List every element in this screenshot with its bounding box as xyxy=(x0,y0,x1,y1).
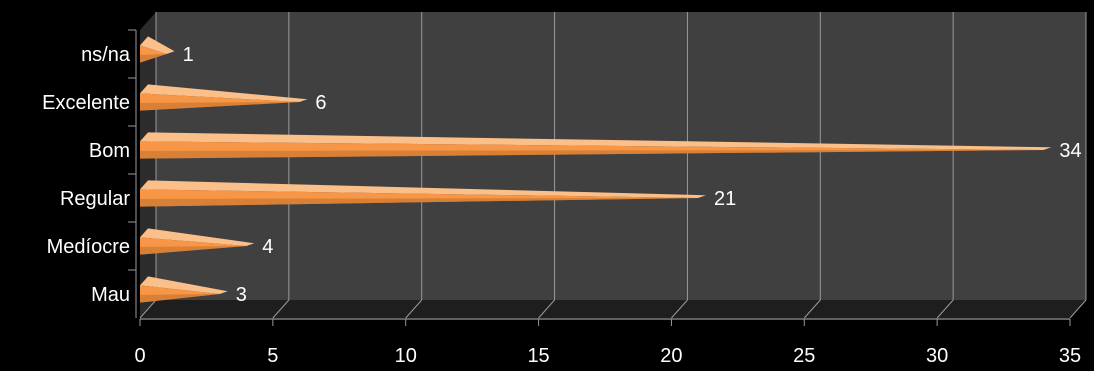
gridline-depth xyxy=(538,299,555,319)
category-label: Medíocre xyxy=(47,236,130,258)
bar-shadow xyxy=(140,102,300,111)
gridlines xyxy=(139,12,1087,319)
bar-top-face xyxy=(140,276,228,294)
data-label: 34 xyxy=(1059,140,1081,162)
bar xyxy=(140,276,228,303)
bar xyxy=(140,36,175,63)
category-label: Bom xyxy=(89,140,130,162)
gridline-depth xyxy=(405,299,423,319)
category-label: Excelente xyxy=(42,92,130,114)
bar xyxy=(140,132,1052,159)
gridline-depth xyxy=(139,299,157,319)
gridline-depth xyxy=(1069,299,1087,319)
bar-top-face xyxy=(140,132,1052,150)
bar-shadow xyxy=(140,246,247,255)
data-label: 1 xyxy=(183,44,194,66)
data-label: 6 xyxy=(315,92,326,114)
bar-top-face xyxy=(140,36,175,54)
bar xyxy=(140,180,706,207)
axes xyxy=(128,29,1071,326)
x-tick-label: 0 xyxy=(134,345,145,367)
bar xyxy=(140,84,308,111)
category-label: Mau xyxy=(91,284,130,306)
bar-top-face xyxy=(140,228,255,246)
x-tick-label: 10 xyxy=(395,345,417,367)
bar xyxy=(140,228,255,255)
x-tick-label: 35 xyxy=(1059,345,1081,367)
bar-top-face xyxy=(140,180,706,198)
x-tick-label: 25 xyxy=(793,345,815,367)
back-wall xyxy=(156,12,1086,300)
category-label: ns/na xyxy=(81,44,131,66)
data-label: 4 xyxy=(262,236,273,258)
bar-shadow xyxy=(140,54,167,63)
bar-top-face xyxy=(140,84,308,102)
plot-wall xyxy=(140,12,1086,318)
x-tick-label: 20 xyxy=(660,345,682,367)
bar-shadow xyxy=(140,150,1044,159)
gridline-depth xyxy=(803,299,821,319)
x-tick-label: 5 xyxy=(267,345,278,367)
gridline-depth xyxy=(272,299,290,319)
x-tick-label: 15 xyxy=(527,345,549,367)
bar-shadow xyxy=(140,198,698,207)
labels: 1 6 34 21 4 3 ns/na Excelente Bom Regular Medíocre… xyxy=(42,44,1082,367)
data-label: 3 xyxy=(236,284,247,306)
gridline-depth xyxy=(671,299,688,319)
data-label: 21 xyxy=(714,188,736,210)
floor xyxy=(140,300,1086,318)
bar-shadow xyxy=(140,294,220,303)
x-tick-label: 30 xyxy=(926,345,948,367)
bars xyxy=(140,36,1052,303)
gridline-depth xyxy=(936,299,954,319)
category-label: Regular xyxy=(60,188,130,210)
